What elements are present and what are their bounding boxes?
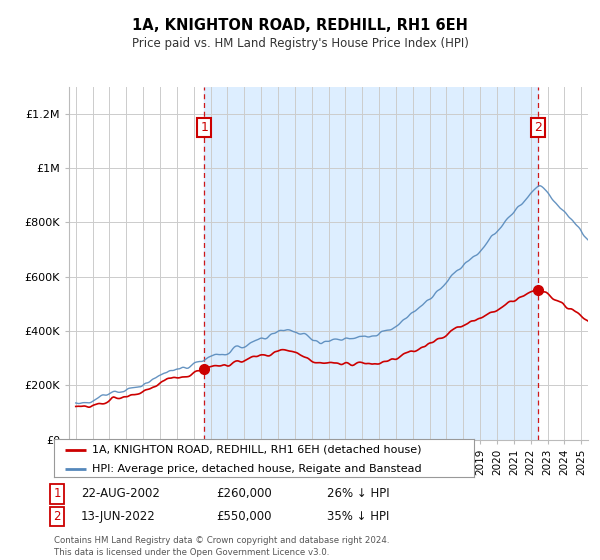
Text: Price paid vs. HM Land Registry's House Price Index (HPI): Price paid vs. HM Land Registry's House … (131, 37, 469, 50)
Text: 26% ↓ HPI: 26% ↓ HPI (327, 487, 389, 501)
Bar (205, 87, 538, 440)
Text: 35% ↓ HPI: 35% ↓ HPI (327, 510, 389, 523)
Text: Contains HM Land Registry data © Crown copyright and database right 2024.
This d: Contains HM Land Registry data © Crown c… (54, 536, 389, 557)
Text: 1A, KNIGHTON ROAD, REDHILL, RH1 6EH (detached house): 1A, KNIGHTON ROAD, REDHILL, RH1 6EH (det… (92, 445, 421, 455)
Text: 13-JUN-2022: 13-JUN-2022 (81, 510, 156, 523)
Text: HPI: Average price, detached house, Reigate and Banstead: HPI: Average price, detached house, Reig… (92, 464, 421, 474)
Text: £550,000: £550,000 (216, 510, 271, 523)
Text: 22-AUG-2002: 22-AUG-2002 (81, 487, 160, 501)
Text: 1: 1 (53, 487, 61, 501)
Text: 2: 2 (53, 510, 61, 523)
Text: 1A, KNIGHTON ROAD, REDHILL, RH1 6EH: 1A, KNIGHTON ROAD, REDHILL, RH1 6EH (132, 18, 468, 33)
Text: 1: 1 (200, 121, 208, 134)
Text: £260,000: £260,000 (216, 487, 272, 501)
Text: 2: 2 (535, 121, 542, 134)
